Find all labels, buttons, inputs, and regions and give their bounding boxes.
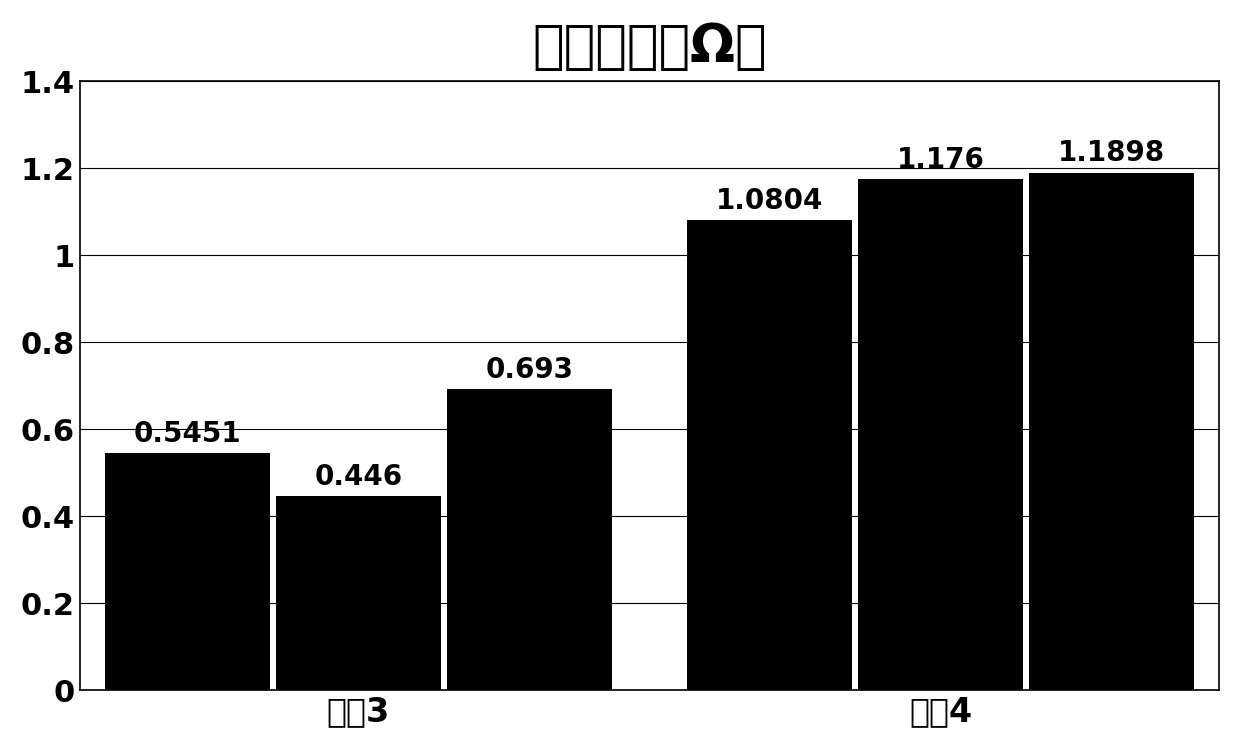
Bar xyxy=(687,220,852,691)
Title: 极片电阻（Ω）: 极片电阻（Ω） xyxy=(532,21,766,73)
Bar xyxy=(105,453,270,691)
Bar xyxy=(446,389,611,691)
Bar xyxy=(277,497,440,691)
Text: 0.693: 0.693 xyxy=(485,356,573,383)
Text: 1.176: 1.176 xyxy=(897,145,985,174)
Bar xyxy=(858,179,1023,691)
Text: 1.0804: 1.0804 xyxy=(715,187,823,215)
Text: 0.446: 0.446 xyxy=(314,463,403,491)
Bar xyxy=(1029,173,1194,691)
Text: 1.1898: 1.1898 xyxy=(1058,139,1166,168)
Text: 0.5451: 0.5451 xyxy=(134,420,242,448)
